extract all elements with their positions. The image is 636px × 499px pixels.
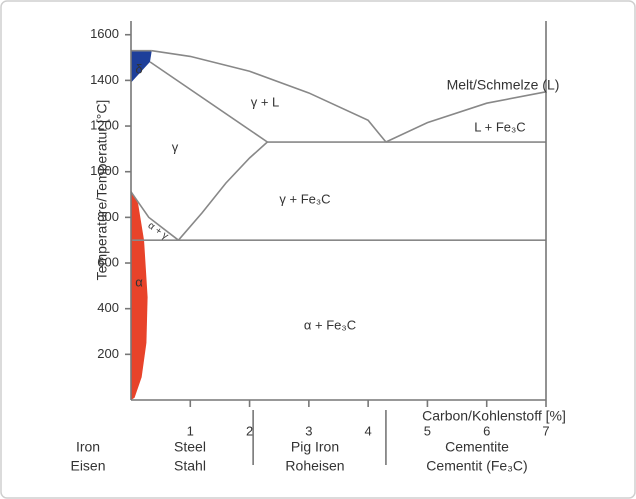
- group-label: Iron: [76, 439, 100, 455]
- group-label: Cementite: [445, 439, 509, 455]
- phase-boundary: [177, 141, 268, 241]
- phase-boundary: [130, 191, 179, 241]
- region-label: α + Fe₃C: [304, 317, 356, 332]
- y-tick-label: 600: [97, 254, 119, 269]
- y-tick-label: 1600: [90, 26, 119, 41]
- y-tick-label: 1400: [90, 72, 119, 87]
- phase-boundary: [149, 61, 268, 143]
- region-label: Melt/Schmelze (L): [447, 77, 560, 93]
- x-tick-label: 7: [542, 423, 549, 438]
- x-tick-label: 3: [305, 423, 312, 438]
- group-label: Roheisen: [285, 458, 344, 474]
- group-label: Stahl: [174, 458, 206, 474]
- x-axis-label: Carbon/Kohlenstoff [%]: [422, 408, 566, 424]
- region-label: δ: [135, 61, 142, 76]
- phase-region: [131, 189, 148, 400]
- x-tick-label: 1: [187, 423, 194, 438]
- x-tick-label: 2: [246, 423, 253, 438]
- group-label: Cementit (Fe₃C): [426, 458, 527, 474]
- y-axis-label: Temperature/Temperatur [°C]: [94, 100, 110, 281]
- y-tick-label: 800: [97, 209, 119, 224]
- y-tick-label: 1000: [90, 163, 119, 178]
- x-tick-label: 4: [365, 423, 372, 438]
- y-tick-label: 400: [97, 300, 119, 315]
- region-label: γ + L: [251, 94, 280, 109]
- group-label: Steel: [174, 439, 206, 455]
- group-label: Pig Iron: [291, 439, 339, 455]
- region-label: γ: [172, 139, 179, 154]
- phase-boundary: [151, 49, 387, 143]
- y-tick-label: 1200: [90, 117, 119, 132]
- x-tick-label: 5: [424, 423, 431, 438]
- phase-region: [131, 50, 152, 83]
- y-tick-label: 200: [97, 346, 119, 361]
- region-label: γ + Fe₃C: [279, 191, 330, 206]
- x-tick-label: 6: [483, 423, 490, 438]
- region-label: L + Fe₃C: [474, 119, 525, 134]
- phase-boundary: [385, 91, 547, 143]
- region-label: α: [135, 274, 143, 289]
- group-label: Eisen: [70, 458, 105, 474]
